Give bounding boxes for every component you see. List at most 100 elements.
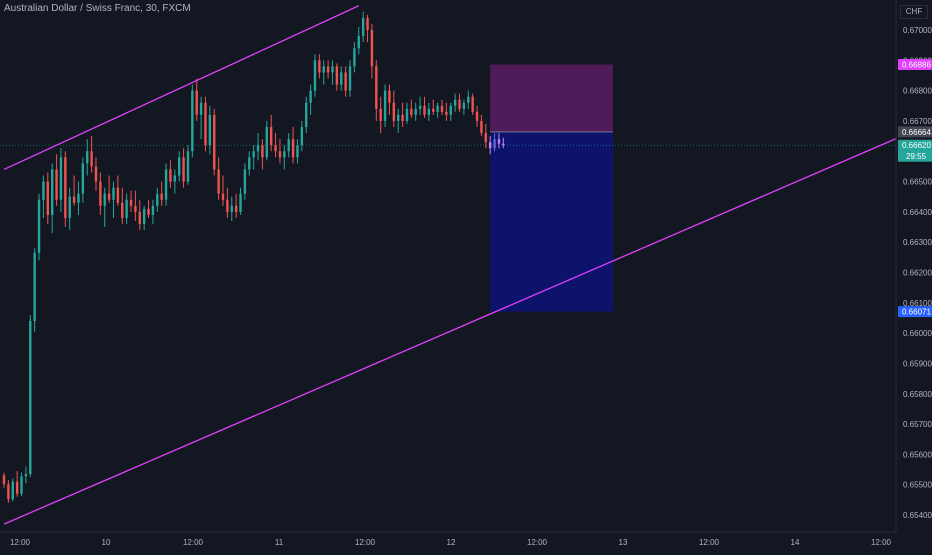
currency-badge[interactable]: CHF xyxy=(900,5,928,19)
candle-body xyxy=(449,105,452,115)
candle-body xyxy=(410,108,413,115)
time-tick-label: 14 xyxy=(791,538,800,547)
price-tick-label: 0.66500 xyxy=(903,178,932,187)
candle-body xyxy=(418,105,422,109)
candle-body xyxy=(405,108,409,121)
price-tick-label: 0.66200 xyxy=(903,269,932,278)
price-axis[interactable]: 0.670000.669000.668000.667000.666000.665… xyxy=(895,0,932,532)
candle-body xyxy=(305,102,308,127)
candle-body xyxy=(462,102,466,109)
candle-body xyxy=(182,157,185,182)
candle-body xyxy=(467,96,470,103)
candle-body xyxy=(50,169,54,215)
candle-body xyxy=(309,90,312,103)
candle-body xyxy=(256,145,260,152)
candle-body xyxy=(107,193,111,200)
candle-body xyxy=(252,151,255,158)
candle-body xyxy=(156,193,159,206)
candle-body xyxy=(147,208,150,215)
candle-body xyxy=(248,157,251,170)
time-tick-label: 13 xyxy=(619,538,628,547)
price-label-text: 0.66886 xyxy=(902,61,931,70)
time-tick-label: 12:00 xyxy=(871,538,892,547)
candle-body xyxy=(99,181,102,206)
candle-body xyxy=(340,72,343,85)
candle-body xyxy=(274,145,277,152)
candle-body xyxy=(265,127,268,158)
candle-body xyxy=(497,139,501,144)
candle-body xyxy=(191,90,194,152)
candle-body xyxy=(357,36,360,49)
upper-channel-trendline xyxy=(3,5,360,171)
candle-body xyxy=(392,102,396,121)
candle-body xyxy=(33,252,36,321)
candle-body xyxy=(278,151,282,158)
price-tick-label: 0.67000 xyxy=(903,26,932,35)
candle-body xyxy=(440,105,444,112)
candle-body xyxy=(55,169,58,200)
candle-body xyxy=(90,151,93,167)
candle-body xyxy=(397,114,400,121)
candle-body xyxy=(484,133,487,143)
candle-body xyxy=(226,199,229,212)
candle-body xyxy=(261,145,264,158)
candle-body xyxy=(186,151,190,182)
candle-body xyxy=(493,139,496,149)
candle-body xyxy=(7,484,10,500)
price-label-tag xyxy=(898,59,932,71)
candle-body xyxy=(208,114,212,146)
price-tick-label: 0.65800 xyxy=(903,390,932,399)
candle-body xyxy=(436,105,439,112)
candle-body xyxy=(86,151,89,164)
candle-body xyxy=(72,196,76,203)
candle-body xyxy=(121,202,124,218)
candle-body xyxy=(46,181,49,215)
candle-body xyxy=(375,66,378,109)
candle-body xyxy=(29,321,32,475)
candle-body xyxy=(81,163,85,194)
candle-body xyxy=(502,143,505,146)
time-tick-label: 12:00 xyxy=(699,538,720,547)
candle-body xyxy=(195,90,198,115)
time-tick-label: 12:00 xyxy=(10,538,31,547)
candle-body xyxy=(423,105,426,115)
candle-body xyxy=(427,108,431,115)
candle-body xyxy=(388,90,391,103)
countdown-label: 29:55 xyxy=(906,152,927,161)
candle-body xyxy=(138,211,141,224)
candle-body xyxy=(15,481,19,494)
time-axis[interactable]: 12:00 10 12:00 11 12:00 12 12:00 13 12:00 14 12:00 xyxy=(0,531,896,547)
candle-body xyxy=(370,30,374,67)
time-tick-label: 12 xyxy=(447,538,456,547)
symbol-title: Australian Dollar / Swiss Franc, 30, FXC… xyxy=(4,3,191,14)
candle-body xyxy=(68,196,71,218)
candle-body xyxy=(318,60,321,73)
time-tick-label: 12:00 xyxy=(183,538,204,547)
candle-body xyxy=(326,66,330,73)
candle-body xyxy=(151,205,155,215)
candle-body xyxy=(199,102,203,115)
candle-body xyxy=(221,193,225,200)
candle-body xyxy=(335,66,339,85)
price-tick-label: 0.66000 xyxy=(903,329,932,338)
candle-body xyxy=(213,114,216,170)
lower-channel-trendline xyxy=(3,138,897,525)
candle-body xyxy=(103,193,106,206)
price-tick-label: 0.65500 xyxy=(903,481,932,490)
price-tick-label: 0.65400 xyxy=(903,511,932,520)
candle-body xyxy=(291,139,295,158)
time-tick-label: 12:00 xyxy=(527,538,548,547)
candle-body xyxy=(458,99,461,109)
candle-body xyxy=(125,199,128,218)
candle-body xyxy=(134,205,137,212)
candle-body xyxy=(11,481,14,500)
price-tick-label: 0.65600 xyxy=(903,450,932,459)
candle-body xyxy=(488,142,492,149)
candle-body xyxy=(331,66,334,73)
candle-body xyxy=(42,181,45,200)
candle-body xyxy=(379,108,382,121)
